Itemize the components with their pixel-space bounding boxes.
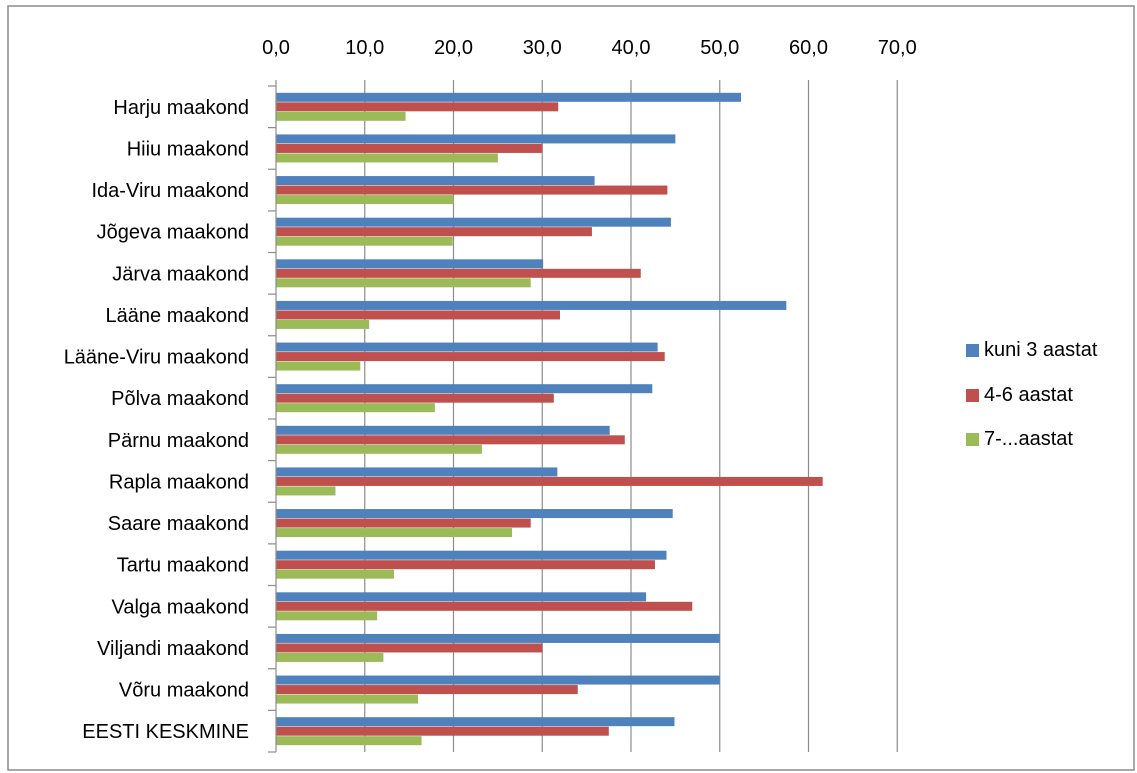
bar-3 <box>276 153 498 163</box>
bar-1 <box>276 300 787 310</box>
bar-2 <box>276 102 559 112</box>
x-tick-label: 20,0 <box>434 37 473 59</box>
label-layer: 0,0 10,0 20,0 30,0 40,0 50,0 60,0 70,0 Harju maa… <box>64 37 917 743</box>
bar-1 <box>276 467 558 477</box>
bar-1 <box>276 675 720 685</box>
bar-3 <box>276 403 435 413</box>
bar-3 <box>276 611 378 621</box>
bar-3 <box>276 528 513 538</box>
x-tick-label: 70,0 <box>878 37 917 59</box>
legend-layer: kuni 3 aastat 4-6 aastat 7-...aastat <box>966 339 1098 450</box>
category-label: Tartu maakond <box>117 555 249 577</box>
bar-3 <box>276 236 453 246</box>
category-label: Võru maakond <box>119 680 249 702</box>
x-tick-label: 30,0 <box>523 37 562 59</box>
x-tick-label: 60,0 <box>789 37 828 59</box>
bar-2 <box>276 476 823 486</box>
bar-3 <box>276 694 418 704</box>
bar-2 <box>276 601 693 611</box>
bar-1 <box>276 550 667 560</box>
bar-2 <box>276 643 543 653</box>
x-tick-label: 50,0 <box>700 37 739 59</box>
x-tick-label: 0,0 <box>262 37 290 59</box>
legend-swatch <box>966 389 979 402</box>
bar-1 <box>276 509 673 519</box>
bar-2 <box>276 560 655 570</box>
category-label: Jõgeva maakond <box>97 222 249 244</box>
category-label: Järva maakond <box>112 263 249 285</box>
bar-1 <box>276 425 610 435</box>
bar-2 <box>276 518 531 528</box>
category-label: Saare maakond <box>108 513 249 535</box>
bar-1 <box>276 259 544 269</box>
bar-1 <box>276 134 676 144</box>
legend-swatch <box>966 344 979 357</box>
bar-1 <box>276 633 720 643</box>
bar-2 <box>276 352 665 362</box>
axis-layer <box>268 80 898 753</box>
bar-2 <box>276 310 560 320</box>
legend-label: 4-6 aastat <box>984 384 1073 406</box>
x-tick-label: 10,0 <box>345 37 384 59</box>
bar-3 <box>276 111 406 121</box>
bar-3 <box>276 361 361 371</box>
bar-2 <box>276 726 609 736</box>
bar-layer <box>276 92 823 746</box>
bar-1 <box>276 92 742 102</box>
category-label: EESTI KESKMINE <box>82 721 249 743</box>
bar-2 <box>276 435 625 445</box>
bar-3 <box>276 195 454 205</box>
bar-1 <box>276 717 675 727</box>
bar-3 <box>276 569 395 579</box>
category-label: Põlva maakond <box>111 388 249 410</box>
bar-3 <box>276 319 370 329</box>
bar-1 <box>276 217 671 227</box>
bar-2 <box>276 393 554 403</box>
bar-3 <box>276 652 384 662</box>
legend-label: 7-...aastat <box>984 428 1073 450</box>
bar-3 <box>276 444 482 454</box>
bar-2 <box>276 143 543 153</box>
category-label: Harju maakond <box>113 97 249 119</box>
category-label: Lääne-Viru maakond <box>64 347 249 369</box>
category-label: Viljandi maakond <box>97 638 249 660</box>
category-label: Lääne maakond <box>106 305 249 327</box>
bar-3 <box>276 486 336 496</box>
x-tick-label: 40,0 <box>612 37 651 59</box>
bar-3 <box>276 736 422 746</box>
bar-2 <box>276 227 592 237</box>
bar-2 <box>276 185 668 195</box>
bar-1 <box>276 592 647 602</box>
bar-2 <box>276 685 578 695</box>
category-label: Hiiu maakond <box>127 138 249 160</box>
bar-1 <box>276 384 653 394</box>
bar-1 <box>276 176 595 186</box>
category-label: Rapla maakond <box>109 471 249 493</box>
category-label: Pärnu maakond <box>108 430 249 452</box>
legend-label: kuni 3 aastat <box>984 339 1098 361</box>
category-label: Valga maakond <box>112 596 250 618</box>
bar-2 <box>276 268 641 278</box>
bar-1 <box>276 342 658 352</box>
bar-3 <box>276 278 531 288</box>
legend-swatch <box>966 433 979 446</box>
category-label: Ida-Viru maakond <box>92 180 250 202</box>
